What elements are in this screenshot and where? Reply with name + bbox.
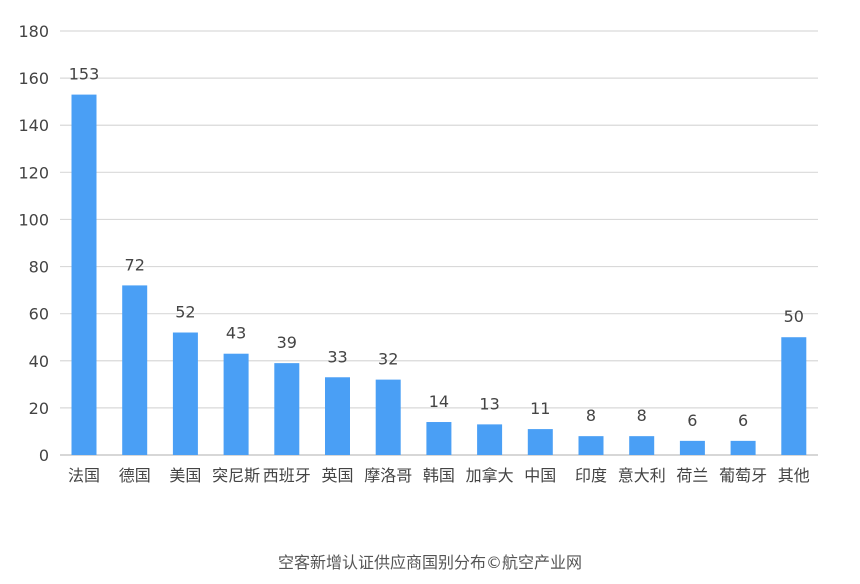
y-tick-label: 80 [29, 258, 49, 277]
y-tick-label: 0 [39, 446, 49, 465]
y-tick-label: 180 [18, 22, 49, 41]
data-label: 50 [784, 307, 804, 326]
x-tick-label: 其他 [778, 466, 810, 485]
x-tick-label: 中国 [524, 466, 556, 485]
x-tick-label: 突尼斯 [212, 466, 260, 485]
x-tick-label: 韩国 [423, 466, 455, 485]
y-tick-label: 40 [29, 352, 49, 371]
bar [629, 436, 655, 455]
x-tick-label: 摩洛哥 [364, 466, 412, 485]
x-tick-label: 葡萄牙 [719, 466, 767, 485]
data-label: 11 [530, 399, 550, 418]
chart-caption: 空客新增认证供应商国别分布©航空产业网 [277, 553, 582, 572]
data-label: 39 [277, 333, 297, 352]
y-tick-label: 160 [18, 69, 49, 88]
bar [426, 422, 452, 455]
bar [274, 363, 300, 455]
data-label: 14 [429, 392, 449, 411]
bar [172, 332, 198, 455]
x-tick-label: 加拿大 [466, 466, 514, 485]
bar [781, 337, 807, 455]
bars [71, 94, 807, 455]
data-label: 52 [175, 303, 195, 322]
bar [71, 94, 97, 455]
y-tick-label: 60 [29, 305, 49, 324]
bar [375, 379, 401, 455]
x-tick-label: 印度 [575, 466, 607, 485]
bar [325, 377, 350, 455]
x-tick-label: 德国 [119, 466, 151, 485]
data-label: 13 [479, 394, 499, 413]
bar [223, 353, 249, 455]
y-axis-tick-labels: 0 20 40 60 80 100 120 140 160 180 [18, 22, 49, 465]
x-axis-tick-labels: 法国 德国 美国 突尼斯 西班牙 英国 摩洛哥 韩国 加拿大 中国 印度 意大利 荷兰 葡萄牙 其他 [68, 466, 810, 485]
bar [578, 436, 604, 455]
bar [679, 440, 705, 455]
data-label: 6 [738, 411, 748, 430]
y-tick-label: 120 [18, 163, 49, 182]
data-label: 72 [125, 255, 145, 274]
x-tick-label: 西班牙 [263, 466, 311, 485]
x-tick-label: 荷兰 [676, 466, 708, 485]
data-label: 43 [226, 324, 246, 343]
x-tick-label: 意大利 [618, 466, 666, 485]
y-tick-label: 140 [18, 116, 49, 135]
data-label: 153 [69, 65, 100, 84]
bar [730, 440, 756, 455]
data-label: 32 [378, 350, 398, 369]
data-label: 8 [586, 406, 596, 425]
data-label: 33 [327, 347, 347, 366]
bar [477, 424, 503, 455]
bar [527, 429, 553, 455]
data-labels: 153 72 52 43 39 33 32 14 13 11 8 8 6 6 50 [69, 65, 804, 430]
x-tick-label: 美国 [169, 466, 201, 485]
data-label: 6 [687, 411, 697, 430]
y-tick-label: 20 [29, 399, 49, 418]
y-tick-label: 100 [18, 210, 49, 229]
x-tick-label: 法国 [68, 466, 100, 485]
x-tick-label: 英国 [321, 466, 353, 485]
data-label: 8 [637, 406, 647, 425]
bar [122, 285, 148, 455]
